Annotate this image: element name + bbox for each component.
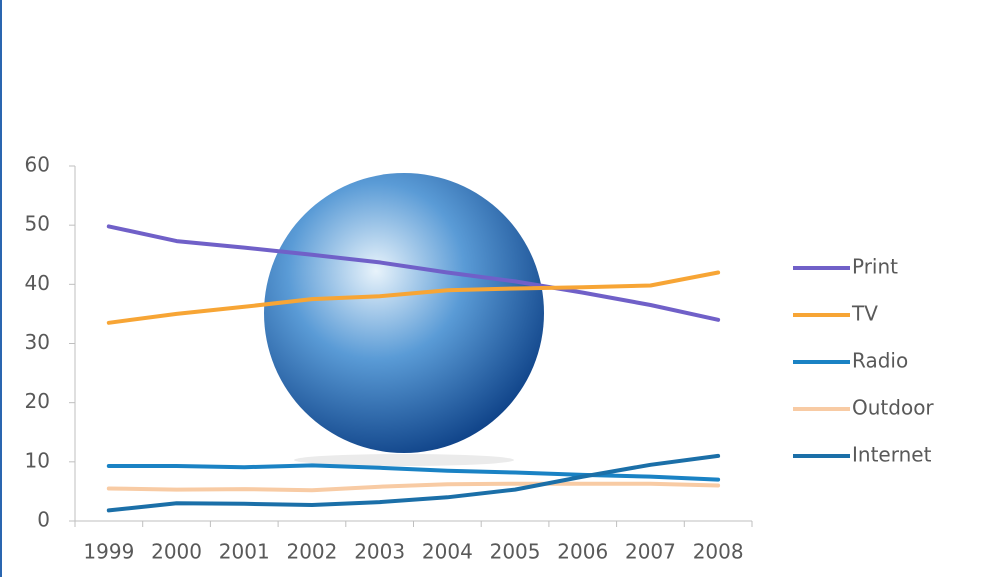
legend-label: Radio [852,349,908,373]
x-tick-label: 2004 [422,540,473,564]
x-tick-label: 2001 [219,540,270,564]
x-tick-label: 2003 [354,540,405,564]
x-tick-label: 1999 [83,540,134,564]
x-tick-label: 2000 [151,540,202,564]
x-tick-label: 2006 [557,540,608,564]
y-tick-label: 10 [25,448,50,472]
line-series [106,224,721,322]
globe-shadow [294,454,514,466]
x-tick-label: 2007 [625,540,676,564]
x-tick-label: 2008 [693,540,744,564]
globe-image [264,173,544,453]
legend-label: Print [852,255,898,279]
legend-label: Internet [852,443,932,467]
y-tick-label: 20 [25,389,50,413]
x-tick-label: 2005 [490,540,541,564]
line-series [106,463,721,482]
legend-label: TV [851,302,878,326]
legend-label: Outdoor [852,396,934,420]
y-tick-label: 50 [25,212,50,236]
y-tick-label: 40 [25,271,50,295]
y-tick-label: 60 [25,153,50,177]
x-tick-label: 2002 [286,540,337,564]
line-series [106,481,721,493]
y-tick-label: 0 [37,508,50,532]
left-border [0,0,2,577]
y-tick-label: 30 [25,330,50,354]
line-series [106,453,721,513]
line-series [106,270,721,325]
